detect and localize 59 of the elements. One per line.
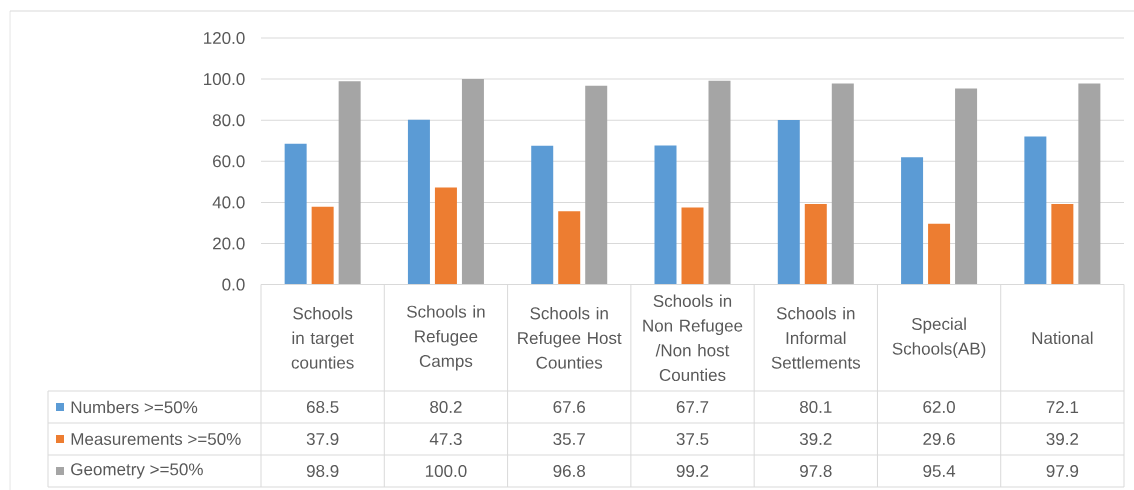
data-label: 72.1 xyxy=(1046,401,1079,413)
data-label: 37.9 xyxy=(306,432,339,446)
x-tick-label: Schools in Refugee Host Counties xyxy=(518,306,622,369)
legend-label: Numbers >=50% xyxy=(71,400,198,414)
data-label: 97.9 xyxy=(1046,464,1079,478)
y-tick-label: 80.0 xyxy=(212,114,245,127)
x-tick-label: Schools in target counties xyxy=(291,306,354,369)
data-label: 39.2 xyxy=(799,432,832,446)
y-tick-label: 40.0 xyxy=(212,196,245,209)
y-tick-label: 0.0 xyxy=(222,278,245,291)
y-tick-label: 60.0 xyxy=(213,155,245,168)
data-label: 62.0 xyxy=(923,400,955,414)
data-label: 35.7 xyxy=(553,432,585,446)
y-tick-label: 120.0 xyxy=(204,31,245,45)
data-label: 39.2 xyxy=(1046,432,1079,446)
bar xyxy=(901,157,924,285)
x-tick-label: Schools in Informal Settlements xyxy=(771,306,861,369)
legend-label: Measurements >=50% xyxy=(71,432,241,446)
data-label: 99.2 xyxy=(676,464,709,478)
y-tick-label: 20.0 xyxy=(213,237,245,250)
data-label: 67.6 xyxy=(553,400,586,414)
bar xyxy=(804,204,827,285)
data-label: 80.1 xyxy=(799,400,832,414)
bar xyxy=(531,145,554,285)
x-tick-label: Special Schools(AB) xyxy=(892,317,986,359)
data-label: 37.5 xyxy=(676,432,709,446)
data-label: 100.0 xyxy=(425,464,467,478)
x-tick-label: Schools in Non Refugee /Non host Counties xyxy=(643,294,743,382)
bar xyxy=(558,211,581,285)
bar xyxy=(338,81,361,285)
bar xyxy=(681,207,704,285)
data-label: 80.2 xyxy=(430,400,462,414)
bar xyxy=(585,85,608,285)
data-label: 47.3 xyxy=(429,432,462,446)
bar xyxy=(1051,204,1074,285)
bar xyxy=(831,83,854,285)
x-tick-label: National xyxy=(1032,331,1093,345)
data-label: 29.6 xyxy=(923,432,955,446)
data-label: 97.8 xyxy=(800,464,832,478)
bar xyxy=(461,79,484,285)
data-label: 68.5 xyxy=(306,400,339,414)
bar xyxy=(1078,83,1101,285)
data-label: 98.9 xyxy=(306,464,339,478)
legend-label: Geometry >=50% xyxy=(71,463,203,479)
bar xyxy=(955,88,978,285)
data-label: 96.8 xyxy=(553,464,586,478)
bar xyxy=(284,143,307,285)
bar xyxy=(708,80,731,285)
bar xyxy=(654,145,677,285)
bar xyxy=(928,223,951,285)
bar xyxy=(434,187,457,285)
bar xyxy=(1024,136,1047,285)
bar xyxy=(407,119,430,285)
x-tick-label: Schools in Refugee Camps xyxy=(407,305,485,371)
data-label: 95.4 xyxy=(923,464,956,478)
y-tick-label: 100.0 xyxy=(204,73,245,86)
bar xyxy=(311,206,334,285)
bar xyxy=(777,119,800,285)
data-label: 67.7 xyxy=(676,400,709,414)
